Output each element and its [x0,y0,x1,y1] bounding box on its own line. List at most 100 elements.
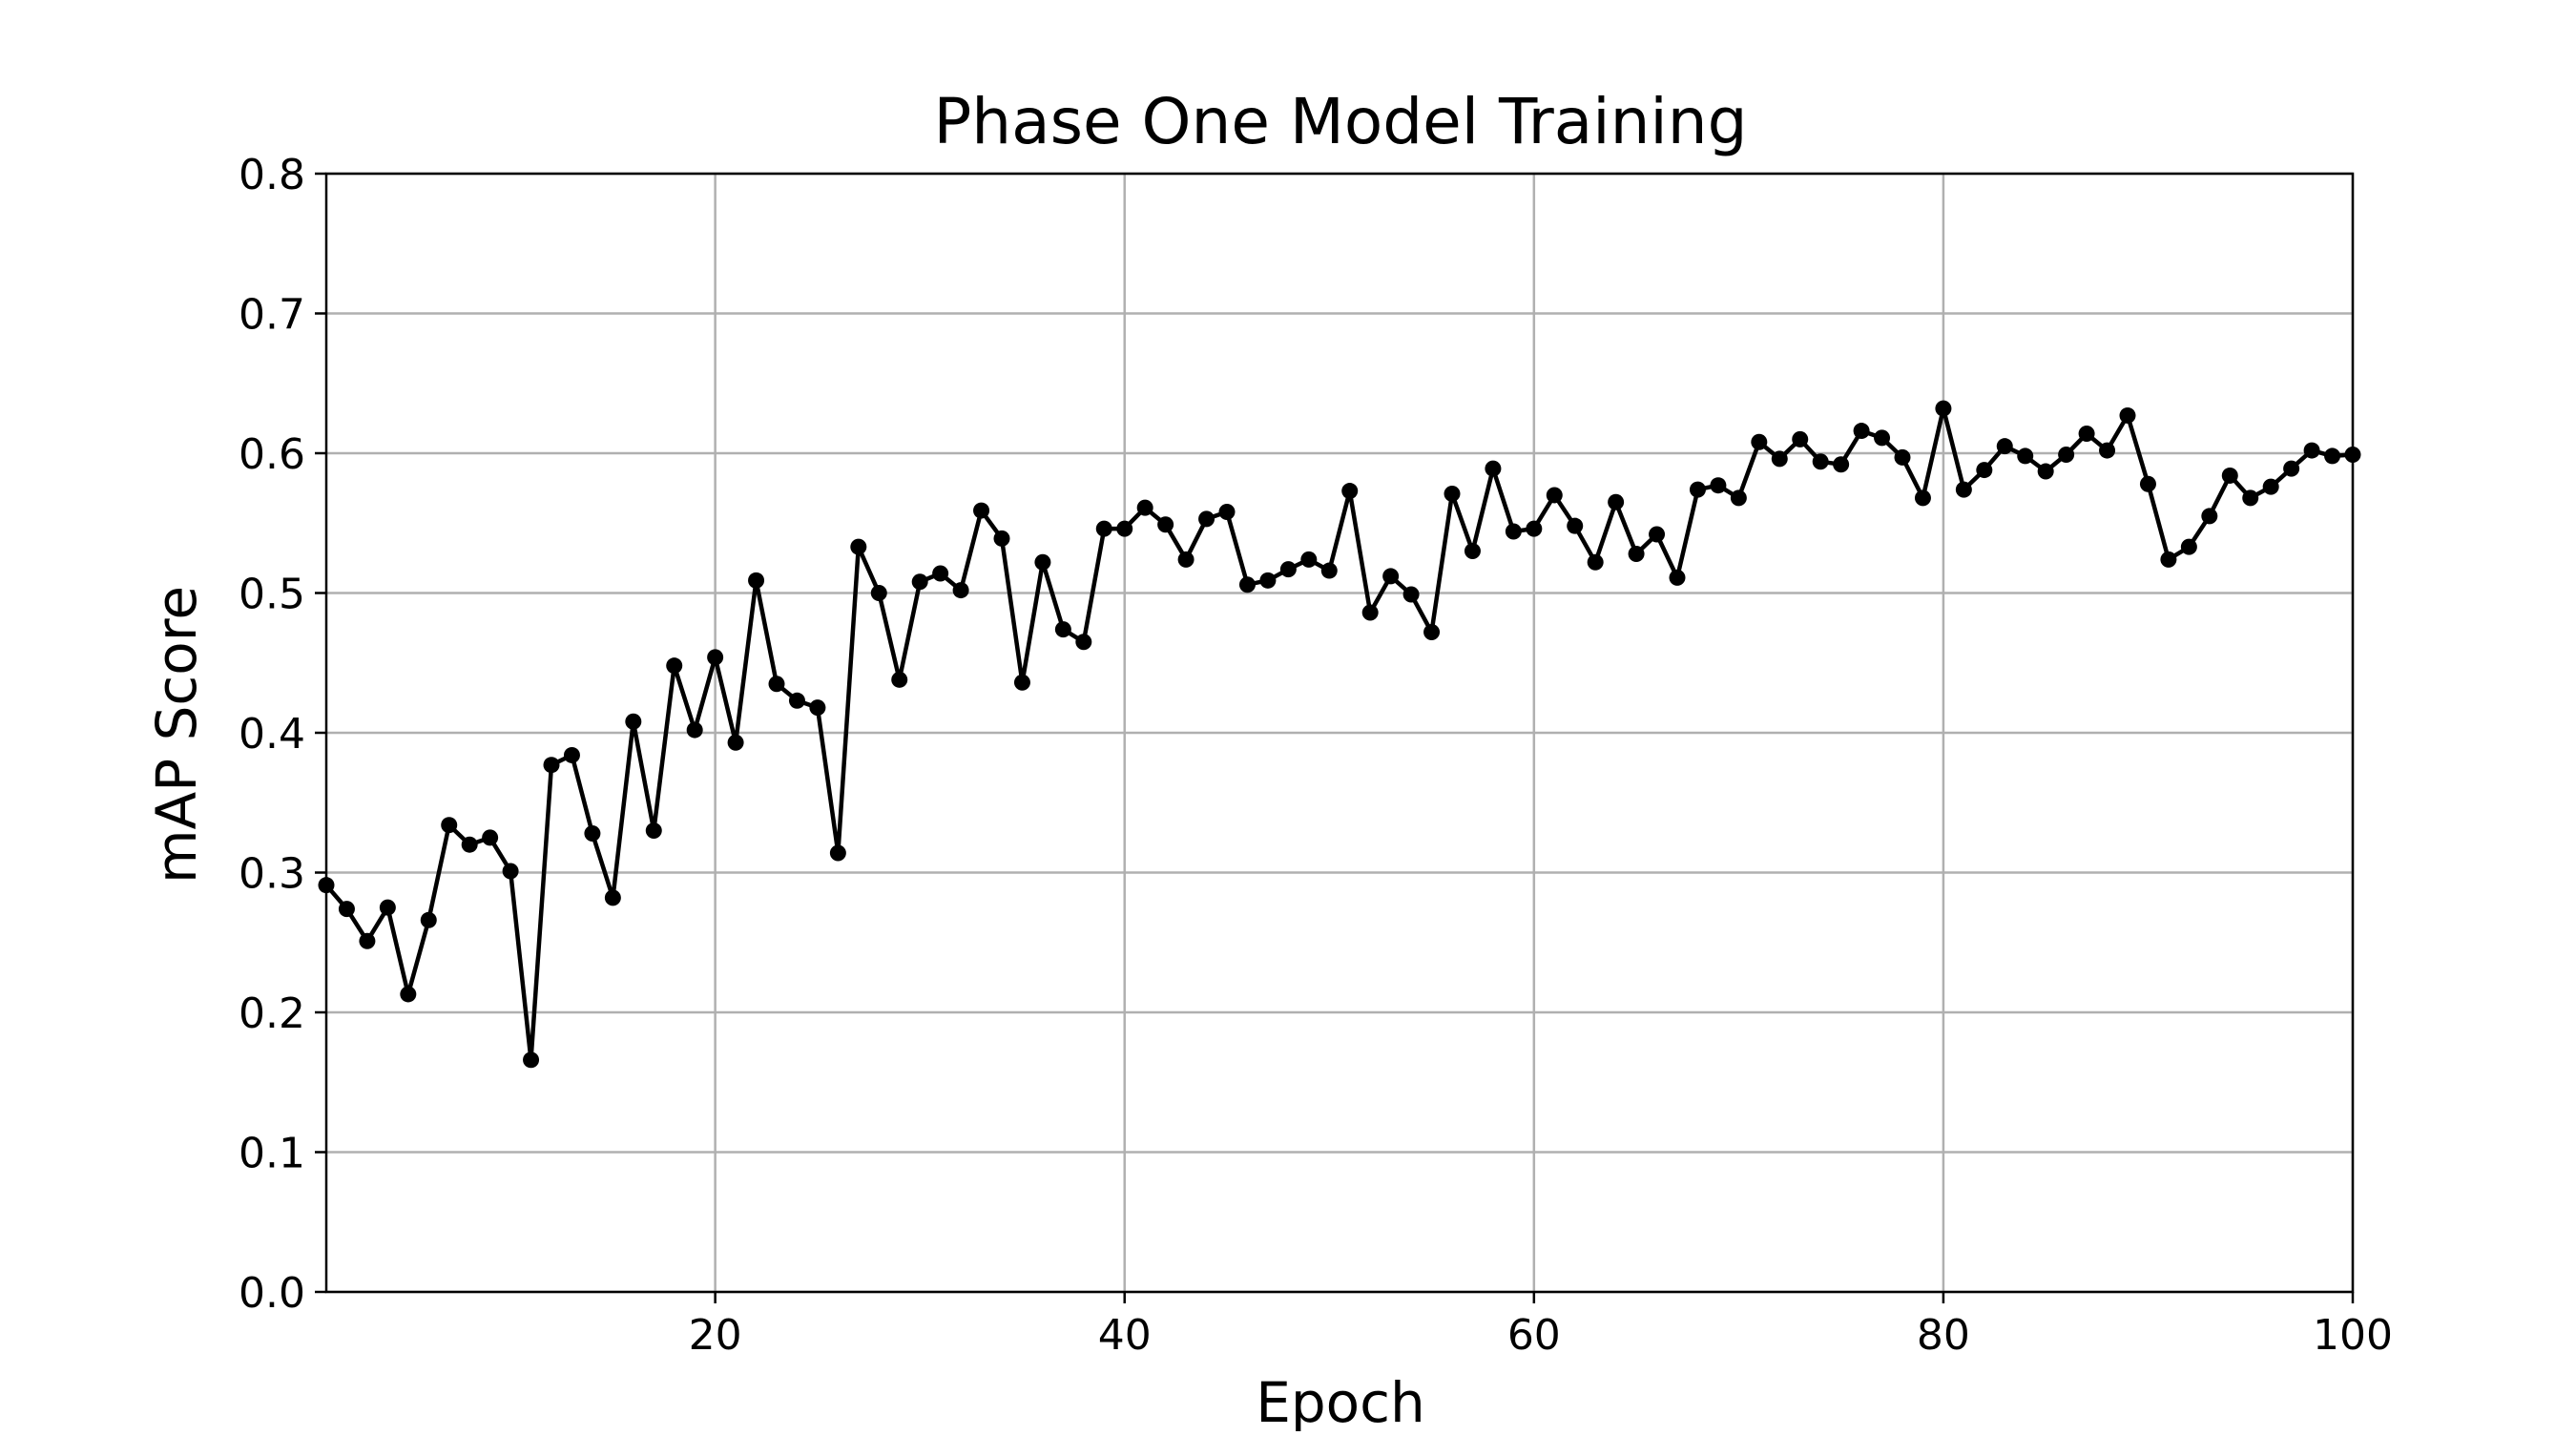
y-tick-label: 0.8 [239,151,305,199]
x-tick-label: 40 [1098,1311,1152,1360]
data-point [707,649,724,666]
data-point [1710,477,1727,494]
data-point [1546,487,1563,504]
data-point [727,734,744,751]
data-point [1116,520,1133,537]
data-point [1382,568,1400,585]
data-point [1608,493,1625,510]
series-layer [318,400,2361,1069]
data-point [1218,504,1236,521]
y-tick-label: 0.5 [239,571,305,619]
data-point [1914,489,1931,507]
data-point [1136,499,1153,516]
data-point [666,657,683,675]
y-axis-label: mAP Score [144,586,209,884]
chart-title: Phase One Model Training [934,85,1748,158]
data-point [850,538,867,555]
data-point [359,932,376,949]
data-point [1444,485,1461,502]
data-point [1485,460,1502,477]
data-point [1526,520,1543,537]
data-point [2180,538,2197,555]
data-point [1833,456,1850,473]
y-tick-label: 0.2 [239,989,305,1038]
data-point [1812,453,1829,470]
data-point [1567,517,1584,534]
data-point [2201,508,2218,525]
data-point [911,573,928,591]
data-point [932,565,949,582]
data-point [2099,442,2116,459]
data-point [1423,624,1441,641]
data-point [1792,430,1809,447]
data-point [891,671,908,688]
data-point [1955,481,1972,498]
data-point [2303,442,2320,459]
data-point [645,822,662,840]
data-point [2017,447,2034,465]
axis-ticks: 20 40 60 80 100 0.0 0.1 0.2 0.3 0.4 0.5 0.6 0.7 0.8 [239,151,2393,1360]
y-tick-label: 0.7 [239,291,305,340]
data-point [1935,400,1952,417]
data-point [1075,634,1092,651]
data-point [1669,569,1686,586]
data-point [2221,467,2238,484]
data-point [1771,450,1788,468]
data-point [461,836,478,853]
data-point [1177,551,1195,568]
x-tick-label: 80 [1917,1311,1970,1360]
data-point [870,585,887,601]
data-point [2078,425,2095,442]
data-point [993,530,1010,547]
data-point [1259,572,1277,589]
data-point [1198,510,1215,528]
data-point [1874,429,1891,447]
data-point [441,817,458,834]
data-point [1505,523,1522,540]
data-point [1689,481,1706,498]
data-point [1402,586,1420,603]
y-tick-label: 0.0 [239,1269,305,1318]
data-point [1996,438,2013,455]
data-point [686,721,703,739]
x-tick-label: 60 [1507,1311,1561,1360]
data-point [420,911,437,928]
data-point [523,1051,540,1069]
data-point [2324,447,2341,465]
data-point [748,572,765,589]
y-tick-label: 0.4 [239,710,305,759]
data-point [563,746,580,763]
data-point [502,863,519,880]
data-point [2037,463,2054,480]
data-point [625,713,642,730]
data-point [829,844,846,862]
data-point [1649,526,1666,543]
y-tick-label: 0.6 [239,430,305,479]
x-tick-label: 100 [2313,1311,2393,1360]
data-point [379,899,396,916]
x-tick-label: 20 [689,1311,742,1360]
data-point [1464,543,1481,560]
data-point [1628,545,1645,562]
data-point [1361,604,1379,621]
data-point [1095,520,1112,537]
data-point [1300,551,1318,568]
data-point [1238,576,1256,593]
data-point [1157,516,1174,533]
y-tick-label: 0.3 [239,850,305,899]
y-tick-label: 0.1 [239,1130,305,1178]
series-line [324,406,2354,1063]
data-point [1013,674,1030,691]
data-point [809,699,826,717]
data-point [584,824,601,842]
data-point [788,692,805,709]
data-point [1054,621,1071,638]
data-point [1587,553,1604,571]
data-point [543,757,560,774]
data-point [604,889,621,906]
data-point [2242,489,2259,507]
data-point [1751,433,1768,450]
